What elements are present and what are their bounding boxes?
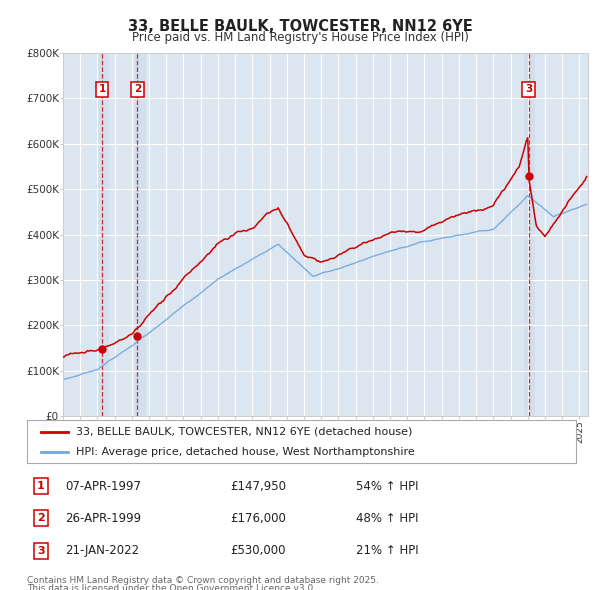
Text: £530,000: £530,000: [230, 544, 286, 557]
Bar: [524, 53, 535, 416]
Text: 07-APR-1997: 07-APR-1997: [65, 480, 142, 493]
Text: 3: 3: [525, 84, 532, 94]
Text: 1: 1: [98, 84, 106, 94]
Bar: [97, 53, 109, 416]
Text: £147,950: £147,950: [230, 480, 286, 493]
Text: Price paid vs. HM Land Registry's House Price Index (HPI): Price paid vs. HM Land Registry's House …: [131, 31, 469, 44]
Text: 48% ↑ HPI: 48% ↑ HPI: [356, 512, 419, 525]
Text: 21-JAN-2022: 21-JAN-2022: [65, 544, 140, 557]
Text: HPI: Average price, detached house, West Northamptonshire: HPI: Average price, detached house, West…: [76, 447, 415, 457]
Text: £176,000: £176,000: [230, 512, 286, 525]
Text: 21% ↑ HPI: 21% ↑ HPI: [356, 544, 419, 557]
Text: 2: 2: [134, 84, 141, 94]
Text: 26-APR-1999: 26-APR-1999: [65, 512, 142, 525]
Text: 33, BELLE BAULK, TOWCESTER, NN12 6YE: 33, BELLE BAULK, TOWCESTER, NN12 6YE: [128, 19, 472, 34]
Text: 54% ↑ HPI: 54% ↑ HPI: [356, 480, 419, 493]
Text: 1: 1: [37, 481, 44, 491]
Text: This data is licensed under the Open Government Licence v3.0.: This data is licensed under the Open Gov…: [27, 584, 316, 590]
Text: 2: 2: [37, 513, 44, 523]
Text: Contains HM Land Registry data © Crown copyright and database right 2025.: Contains HM Land Registry data © Crown c…: [27, 576, 379, 585]
Text: 33, BELLE BAULK, TOWCESTER, NN12 6YE (detached house): 33, BELLE BAULK, TOWCESTER, NN12 6YE (de…: [76, 427, 413, 437]
Bar: [134, 53, 146, 416]
Text: 3: 3: [37, 546, 44, 556]
